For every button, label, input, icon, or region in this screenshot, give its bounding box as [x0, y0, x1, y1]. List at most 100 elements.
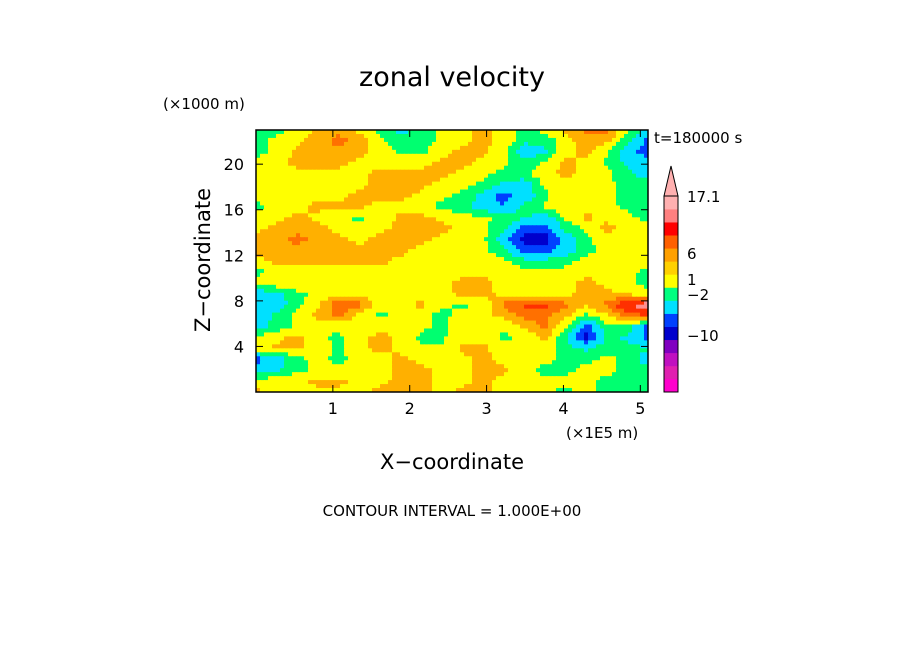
heatmap-cell — [292, 268, 297, 274]
heatmap-cell — [340, 153, 345, 159]
heatmap-cell — [284, 169, 289, 175]
heatmap-cell — [300, 225, 305, 230]
heatmap-cell — [576, 173, 581, 179]
heatmap-cell — [272, 261, 277, 266]
heatmap-cell — [288, 189, 293, 195]
heatmap-cell — [536, 201, 541, 207]
heatmap-cell — [476, 173, 481, 179]
heatmap-cell — [520, 145, 525, 151]
heatmap-cell — [488, 161, 493, 167]
heatmap-cell — [284, 221, 289, 226]
heatmap-cell — [464, 288, 469, 294]
heatmap-cell — [560, 189, 565, 195]
heatmap-cell — [356, 229, 361, 234]
heatmap-cell — [464, 149, 469, 155]
heatmap-cell — [392, 312, 397, 318]
heatmap-cell — [624, 181, 629, 187]
heatmap-cell — [568, 276, 573, 282]
heatmap-cell — [428, 268, 433, 274]
heatmap-cell — [308, 130, 313, 135]
heatmap-cell — [396, 324, 401, 330]
heatmap-cell — [492, 229, 497, 234]
heatmap-cell — [620, 316, 625, 322]
heatmap-cell — [640, 145, 645, 151]
heatmap-cell — [368, 253, 373, 258]
heatmap-cell — [372, 165, 377, 171]
heatmap-cell — [568, 177, 573, 183]
heatmap-cell — [588, 229, 593, 234]
heatmap-cell — [576, 157, 581, 163]
heatmap-cell — [364, 217, 369, 222]
heatmap-cell — [384, 292, 389, 298]
heatmap-cell — [424, 257, 429, 262]
heatmap-cell — [264, 253, 269, 258]
heatmap-cell — [416, 137, 421, 143]
heatmap-cell — [412, 173, 417, 179]
heatmap-cell — [260, 233, 265, 238]
heatmap-cell — [452, 209, 457, 214]
heatmap-cell — [296, 229, 301, 234]
heatmap-cell — [416, 261, 421, 266]
heatmap-cell — [412, 276, 417, 282]
heatmap-cell — [424, 328, 429, 334]
heatmap-cell — [488, 312, 493, 318]
heatmap-cell — [432, 292, 437, 298]
heatmap-cell — [420, 328, 425, 334]
heatmap-cell — [476, 320, 481, 326]
heatmap-cell — [484, 157, 489, 163]
heatmap-cell — [412, 233, 417, 238]
heatmap-cell — [596, 161, 601, 167]
heatmap-cell — [504, 241, 509, 246]
heatmap-cell — [576, 308, 581, 314]
heatmap-cell — [636, 197, 641, 203]
heatmap-cell — [460, 201, 465, 207]
heatmap-cell — [628, 177, 633, 183]
heatmap-cell — [416, 237, 421, 242]
heatmap-cell — [588, 213, 593, 218]
heatmap-cell — [608, 312, 613, 318]
heatmap-cell — [536, 276, 541, 282]
heatmap-cell — [452, 272, 457, 278]
heatmap-cell — [288, 292, 293, 298]
heatmap-cell — [544, 209, 549, 214]
heatmap-cell — [592, 272, 597, 278]
heatmap-cell — [572, 237, 577, 242]
heatmap-cell — [576, 284, 581, 290]
heatmap-cell — [396, 229, 401, 234]
heatmap-cell — [304, 165, 309, 171]
heatmap-cell — [284, 241, 289, 246]
heatmap-cell — [292, 288, 297, 294]
heatmap-cell — [284, 284, 289, 290]
heatmap-cell — [336, 201, 341, 207]
heatmap-cell — [448, 300, 453, 306]
heatmap-cell — [332, 300, 337, 306]
heatmap-cell — [472, 221, 477, 226]
heatmap-cell — [392, 130, 397, 135]
heatmap-cell — [420, 268, 425, 274]
heatmap-cell — [304, 201, 309, 207]
heatmap-cell — [504, 264, 509, 270]
heatmap-cell — [612, 288, 617, 294]
heatmap-cell — [340, 209, 345, 214]
heatmap-cell — [576, 137, 581, 143]
heatmap-cell — [292, 264, 297, 270]
heatmap-cell — [420, 193, 425, 199]
heatmap-cell — [596, 185, 601, 191]
heatmap-cell — [472, 249, 477, 254]
heatmap-cell — [524, 249, 529, 254]
heatmap-cell — [412, 141, 417, 147]
heatmap-cell — [640, 300, 645, 306]
heatmap-cell — [552, 173, 557, 179]
heatmap-cell — [472, 276, 477, 282]
heatmap-cell — [644, 137, 648, 143]
heatmap-cell — [392, 141, 397, 147]
heatmap-cell — [304, 233, 309, 238]
heatmap-cell — [544, 145, 549, 151]
heatmap-cell — [568, 137, 573, 143]
heatmap-cell — [428, 201, 433, 207]
heatmap-cell — [276, 177, 281, 183]
heatmap-cell — [516, 304, 521, 310]
heatmap-cell — [268, 304, 273, 310]
heatmap-cell — [424, 141, 429, 147]
heatmap-cell — [552, 276, 557, 282]
